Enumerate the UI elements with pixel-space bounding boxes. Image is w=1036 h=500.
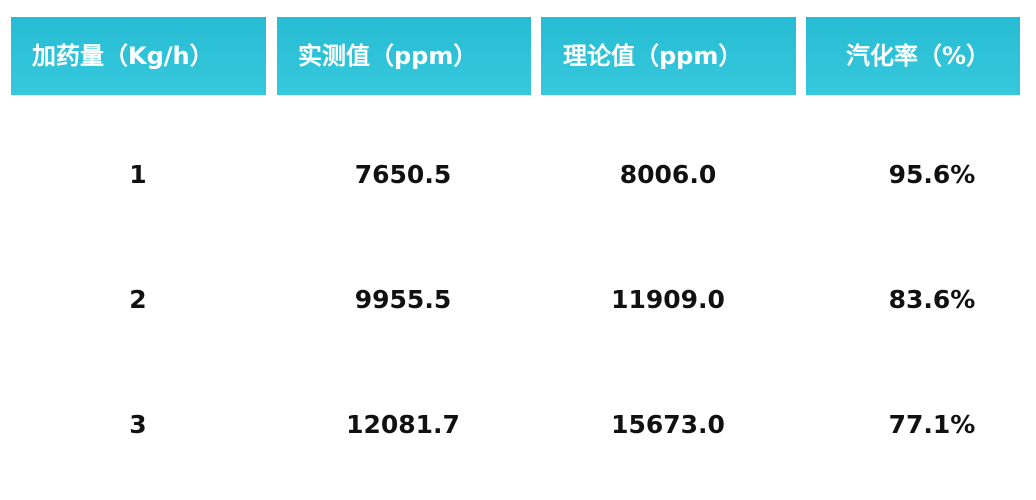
table-cell: 12081.7 [346,410,460,439]
column-header: 加药量（Kg/h） [11,17,266,95]
table-cell: 95.6% [888,160,976,189]
table-cell: 15673.0 [611,410,725,439]
table-cell: 83.6% [888,285,976,314]
table-cell: 8006.0 [619,160,717,189]
column-header: 实测值（ppm） [277,17,531,95]
column-header: 理论值（ppm） [541,17,796,95]
table-cell: 3 [129,410,147,439]
table-cell: 1 [129,160,147,189]
table-cell: 2 [129,285,147,314]
table-cell: 77.1% [888,410,976,439]
column-header: 汽化率（%） [806,17,1020,95]
table-cell: 7650.5 [354,160,452,189]
table-cell: 9955.5 [354,285,452,314]
table-cell: 11909.0 [611,285,725,314]
